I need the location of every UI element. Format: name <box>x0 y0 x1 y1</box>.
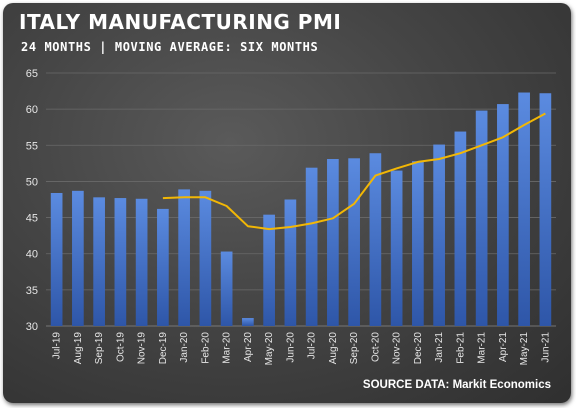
x-tick-label-Dec-19: Dec-19 <box>158 332 169 365</box>
x-tick-label-Nov-20: Nov-20 <box>392 332 403 365</box>
x-tick-label-Feb-21: Feb-21 <box>455 332 466 364</box>
bar-May-21 <box>518 92 530 326</box>
bar-Jan-20 <box>178 189 190 326</box>
bar-Aug-19 <box>72 190 84 326</box>
bar-Mar-20 <box>220 251 233 326</box>
x-tick-label-Jan-20: Jan-20 <box>179 332 190 363</box>
moving-average-line <box>162 112 546 231</box>
x-tick-label-Nov-19: Nov-19 <box>137 332 148 365</box>
source-note: SOURCE DATA: Markit Economics <box>362 379 551 391</box>
bar-Jun-20 <box>284 199 297 326</box>
x-tick-label-Aug-19: Aug-19 <box>73 332 84 365</box>
y-tick-label-65: 65 <box>26 68 38 80</box>
bar-Feb-21 <box>454 131 467 326</box>
bar-Jun-21 <box>539 93 552 327</box>
y-tick-label-40: 40 <box>26 249 38 261</box>
x-tick-label-Jan-21: Jan-21 <box>434 332 445 363</box>
bar-Dec-19 <box>157 208 169 326</box>
y-tick-label-30: 30 <box>26 321 38 333</box>
y-tick-label-60: 60 <box>26 104 38 116</box>
x-tick-label-Jun-20: Jun-20 <box>285 332 296 363</box>
bar-Jul-19 <box>50 192 63 326</box>
y-tick-label-45: 45 <box>26 213 38 225</box>
bar-Jul-20 <box>305 167 318 326</box>
chart-subtitle: 24 MONTHS | MOVING AVERAGE: SIX MONTHS <box>21 40 319 54</box>
bar-Oct-20 <box>369 153 382 326</box>
bar-Nov-19 <box>135 198 148 326</box>
chart-frame: ITALY MANUFACTURING PMI 24 MONTHS | MOVI… <box>3 3 571 403</box>
x-tick-label-Aug-20: Aug-20 <box>328 332 339 365</box>
bar-Mar-21 <box>475 110 488 327</box>
x-tick-label-Oct-19: Oct-19 <box>115 332 126 362</box>
y-tick-label-35: 35 <box>26 285 38 297</box>
bar-Dec-20 <box>412 161 424 326</box>
bar-Sep-20 <box>348 158 360 326</box>
x-tick-label-Apr-20: Apr-20 <box>243 332 254 362</box>
bar-Apr-20 <box>242 318 254 326</box>
x-tick-label-Jul-19: Jul-19 <box>52 332 63 360</box>
x-tick-label-Mar-21: Mar-21 <box>477 332 488 364</box>
x-tick-label-Jul-20: Jul-20 <box>307 332 318 360</box>
bar-Aug-20 <box>327 159 339 326</box>
y-tick-label-55: 55 <box>26 140 38 152</box>
pmi-chart: 30 35 40 45 50 55 60 65 Jul-19 Aug-19 Sep-19 Oct-19… <box>26 68 556 366</box>
bar-Oct-19 <box>114 198 127 326</box>
y-tick-label-50: 50 <box>26 176 38 188</box>
chart-title: ITALY MANUFACTURING PMI <box>19 10 342 34</box>
x-tick-label-May-21: May-21 <box>519 332 530 366</box>
x-tick-label-Feb-20: Feb-20 <box>200 332 211 364</box>
bar-Sep-19 <box>93 197 105 326</box>
x-tick-label-Sep-20: Sep-20 <box>349 332 360 365</box>
x-tick-label-Apr-21: Apr-21 <box>498 332 509 362</box>
x-tick-label-Mar-20: Mar-20 <box>222 332 233 364</box>
bar-Jan-21 <box>433 144 445 326</box>
bar-Feb-20 <box>199 190 212 326</box>
bar-May-20 <box>263 214 275 326</box>
x-tick-label-Jun-21: Jun-21 <box>540 332 551 363</box>
x-tick-label-May-20: May-20 <box>264 332 275 366</box>
bar-Apr-21 <box>497 104 509 326</box>
x-tick-label-Sep-19: Sep-19 <box>94 332 105 365</box>
x-tick-label-Dec-20: Dec-20 <box>413 332 424 365</box>
x-tick-label-Oct-20: Oct-20 <box>370 332 381 362</box>
bar-Nov-20 <box>390 170 403 326</box>
